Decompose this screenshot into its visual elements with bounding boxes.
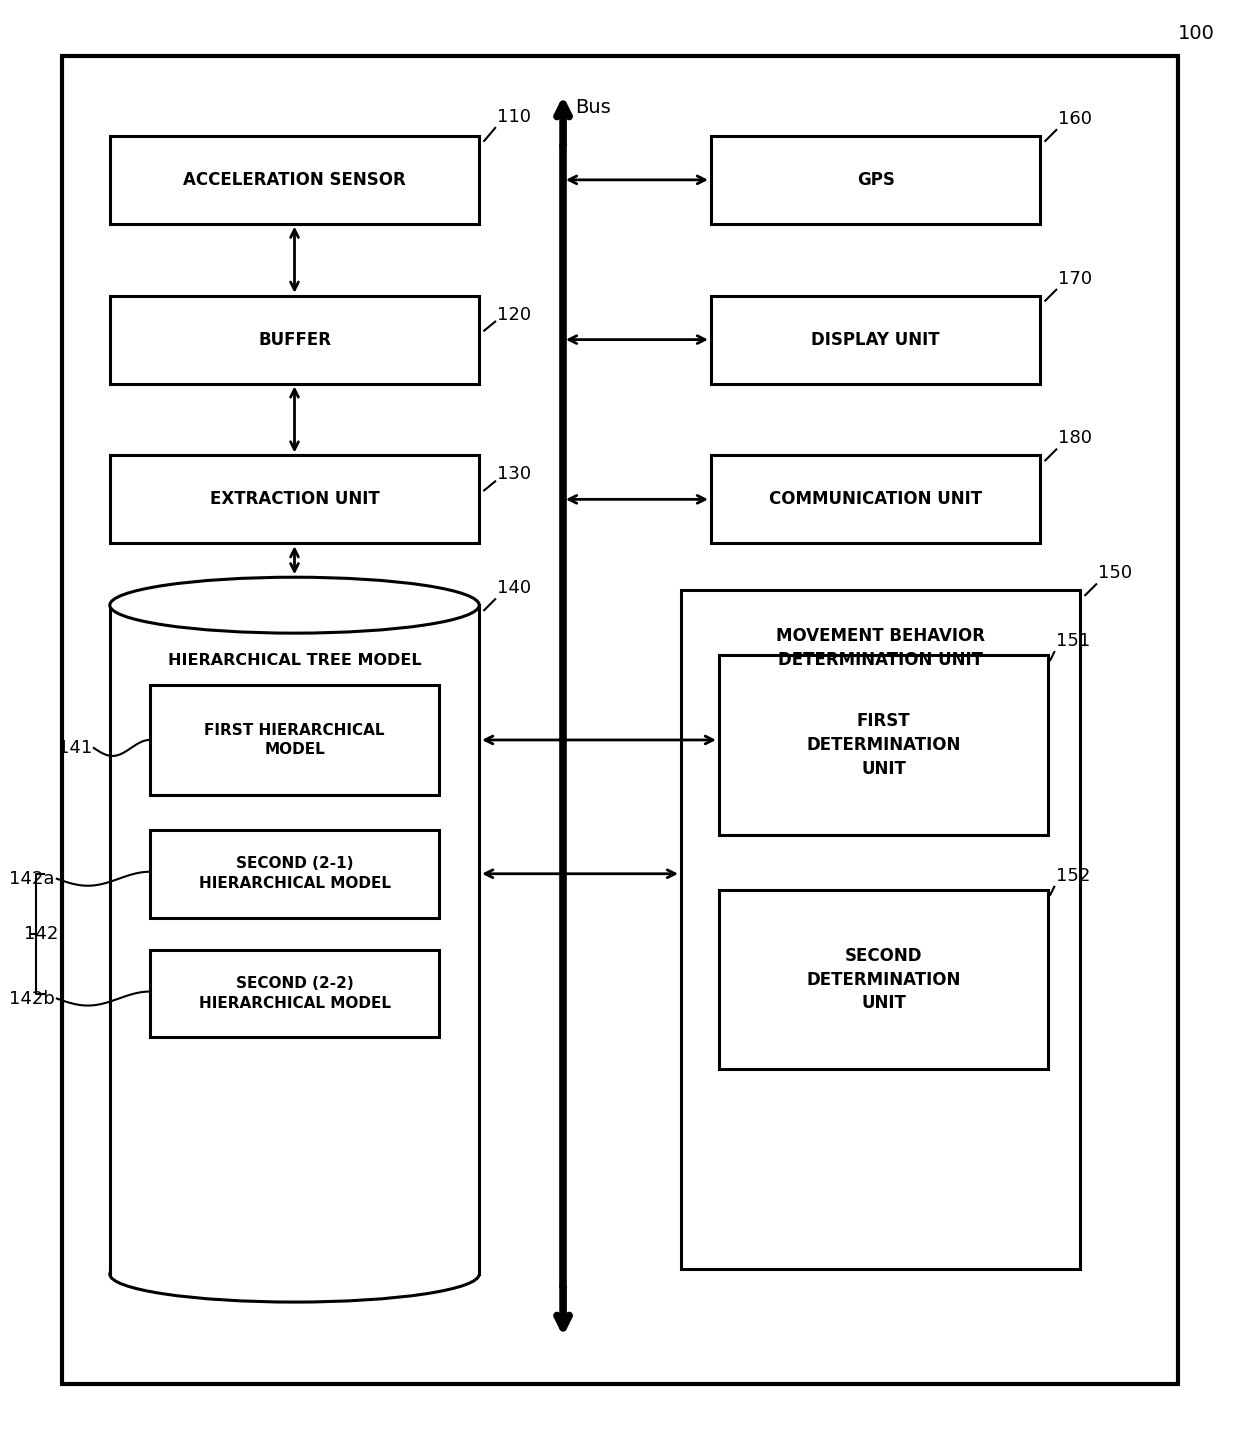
Ellipse shape bbox=[110, 1246, 479, 1302]
Bar bbox=[110, 136, 479, 224]
Text: 150: 150 bbox=[1099, 564, 1132, 582]
Text: FIRST HIERARCHICAL
MODEL: FIRST HIERARCHICAL MODEL bbox=[205, 723, 384, 757]
Ellipse shape bbox=[110, 578, 479, 634]
Text: GPS: GPS bbox=[857, 171, 894, 189]
Text: 160: 160 bbox=[1058, 110, 1092, 128]
Text: COMMUNICATION UNIT: COMMUNICATION UNIT bbox=[769, 490, 982, 508]
Text: 141: 141 bbox=[57, 739, 92, 757]
Text: 180: 180 bbox=[1058, 429, 1092, 447]
Bar bbox=[150, 685, 439, 794]
Bar bbox=[150, 949, 439, 1037]
Text: 151: 151 bbox=[1056, 632, 1090, 650]
Text: FIRST
DETERMINATION
UNIT: FIRST DETERMINATION UNIT bbox=[806, 713, 961, 777]
Text: 130: 130 bbox=[497, 466, 531, 483]
Text: 120: 120 bbox=[497, 305, 531, 324]
Text: DISPLAY UNIT: DISPLAY UNIT bbox=[811, 331, 940, 348]
Text: MOVEMENT BEHAVIOR
DETERMINATION UNIT: MOVEMENT BEHAVIOR DETERMINATION UNIT bbox=[776, 627, 985, 668]
Text: SECOND
DETERMINATION
UNIT: SECOND DETERMINATION UNIT bbox=[806, 946, 961, 1012]
Text: 100: 100 bbox=[1178, 24, 1215, 43]
Text: 170: 170 bbox=[1058, 270, 1092, 288]
Text: BUFFER: BUFFER bbox=[258, 331, 331, 348]
Bar bbox=[110, 456, 479, 543]
Bar bbox=[711, 295, 1040, 383]
Bar bbox=[110, 295, 479, 383]
Bar bbox=[711, 136, 1040, 224]
Bar bbox=[110, 605, 479, 1275]
Bar bbox=[150, 830, 439, 918]
Text: 140: 140 bbox=[497, 579, 531, 597]
Text: 142a: 142a bbox=[10, 870, 55, 888]
Bar bbox=[719, 655, 1048, 835]
Text: 142: 142 bbox=[24, 925, 58, 942]
Text: SECOND (2-2)
HIERARCHICAL MODEL: SECOND (2-2) HIERARCHICAL MODEL bbox=[198, 977, 391, 1011]
Text: 152: 152 bbox=[1056, 866, 1091, 885]
Text: HIERARCHICAL TREE MODEL: HIERARCHICAL TREE MODEL bbox=[167, 652, 422, 668]
Text: 142b: 142b bbox=[9, 989, 55, 1008]
Bar bbox=[719, 889, 1048, 1070]
Text: Bus: Bus bbox=[575, 98, 611, 118]
Text: 110: 110 bbox=[497, 108, 531, 126]
Text: EXTRACTION UNIT: EXTRACTION UNIT bbox=[210, 490, 379, 508]
Bar bbox=[711, 456, 1040, 543]
Text: SECOND (2-1)
HIERARCHICAL MODEL: SECOND (2-1) HIERARCHICAL MODEL bbox=[198, 856, 391, 891]
Text: ACCELERATION SENSOR: ACCELERATION SENSOR bbox=[184, 171, 405, 189]
Bar bbox=[681, 591, 1080, 1269]
